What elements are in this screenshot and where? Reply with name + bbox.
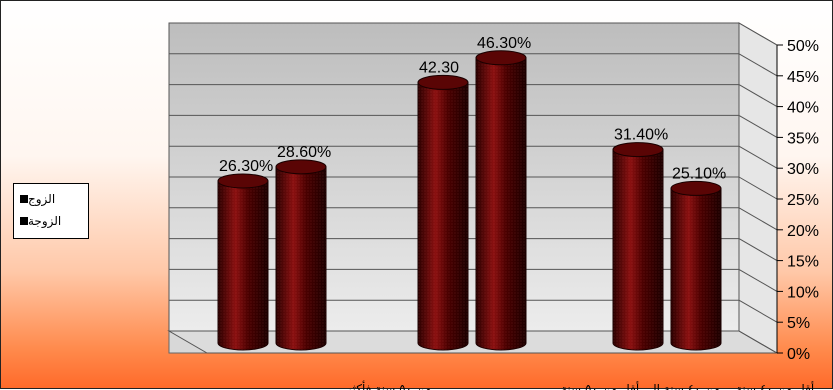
bar-1-1 xyxy=(475,50,527,351)
bar-texture xyxy=(218,180,268,350)
gridline-side xyxy=(738,330,778,354)
legend-label-wife: الزوجة xyxy=(28,214,62,228)
y-tick-label: 20% xyxy=(787,223,819,240)
gridline-side xyxy=(738,268,778,292)
y-tick-label: 0% xyxy=(787,346,810,363)
y-tick-label: 25% xyxy=(787,192,819,209)
bar-top xyxy=(612,142,664,158)
y-tick-label: 35% xyxy=(787,130,819,147)
y-tick-label: 30% xyxy=(787,161,819,178)
legend-swatch-wife xyxy=(20,217,28,225)
legend: الزوج الزوجة xyxy=(13,183,89,239)
data-label: 46.30% xyxy=(477,35,531,52)
category-label: من ٤٠ سنة إلى أقل من ٥٠ سنة xyxy=(561,381,720,390)
data-label: 28.60% xyxy=(277,144,331,161)
gridline-side xyxy=(738,176,778,200)
bar-texture xyxy=(613,149,663,350)
bar-0-1 xyxy=(670,180,722,351)
category-label: أقل من ٤٠ سنة xyxy=(736,381,814,390)
y-tick-label: 50% xyxy=(787,38,819,55)
category-label: من ٥٠ سنة فأكثر xyxy=(345,380,431,390)
data-label: 26.30% xyxy=(219,158,273,175)
bar-0-0 xyxy=(612,142,664,351)
bar-texture xyxy=(476,57,526,351)
gridline-side xyxy=(738,53,778,77)
bar-top xyxy=(475,50,527,66)
y-tick-label: 15% xyxy=(787,254,819,271)
legend-item-wife: الزوجة xyxy=(18,210,84,232)
legend-item-husband: الزوج xyxy=(18,188,84,210)
gridline-side xyxy=(738,84,778,108)
bar-top xyxy=(417,74,469,90)
gridline-side xyxy=(738,299,778,323)
bar-top xyxy=(670,180,722,196)
gridline-side xyxy=(738,145,778,169)
gridline-side xyxy=(738,207,778,231)
y-tick-label: 10% xyxy=(787,284,819,301)
bar-2-0 xyxy=(217,173,269,351)
bar-texture xyxy=(276,166,326,350)
bar-1-0 xyxy=(417,74,469,351)
bar-texture xyxy=(418,82,468,350)
gridline-side xyxy=(738,238,778,262)
bar-top xyxy=(217,173,269,189)
y-tick-label: 5% xyxy=(787,315,810,332)
bar-texture xyxy=(671,188,721,350)
bar-2-1 xyxy=(275,159,327,351)
data-label: 31.40% xyxy=(614,127,668,144)
legend-label-husband: الزوج xyxy=(28,192,56,206)
gridline-side xyxy=(738,22,778,46)
data-label: 25.10% xyxy=(672,165,726,182)
data-label: 42.30 xyxy=(419,59,459,76)
y-tick-label: 45% xyxy=(787,69,819,86)
y-tick-label: 40% xyxy=(787,100,819,117)
legend-swatch-husband xyxy=(20,195,28,203)
bar-top xyxy=(275,159,327,175)
gridline-side xyxy=(738,114,778,138)
